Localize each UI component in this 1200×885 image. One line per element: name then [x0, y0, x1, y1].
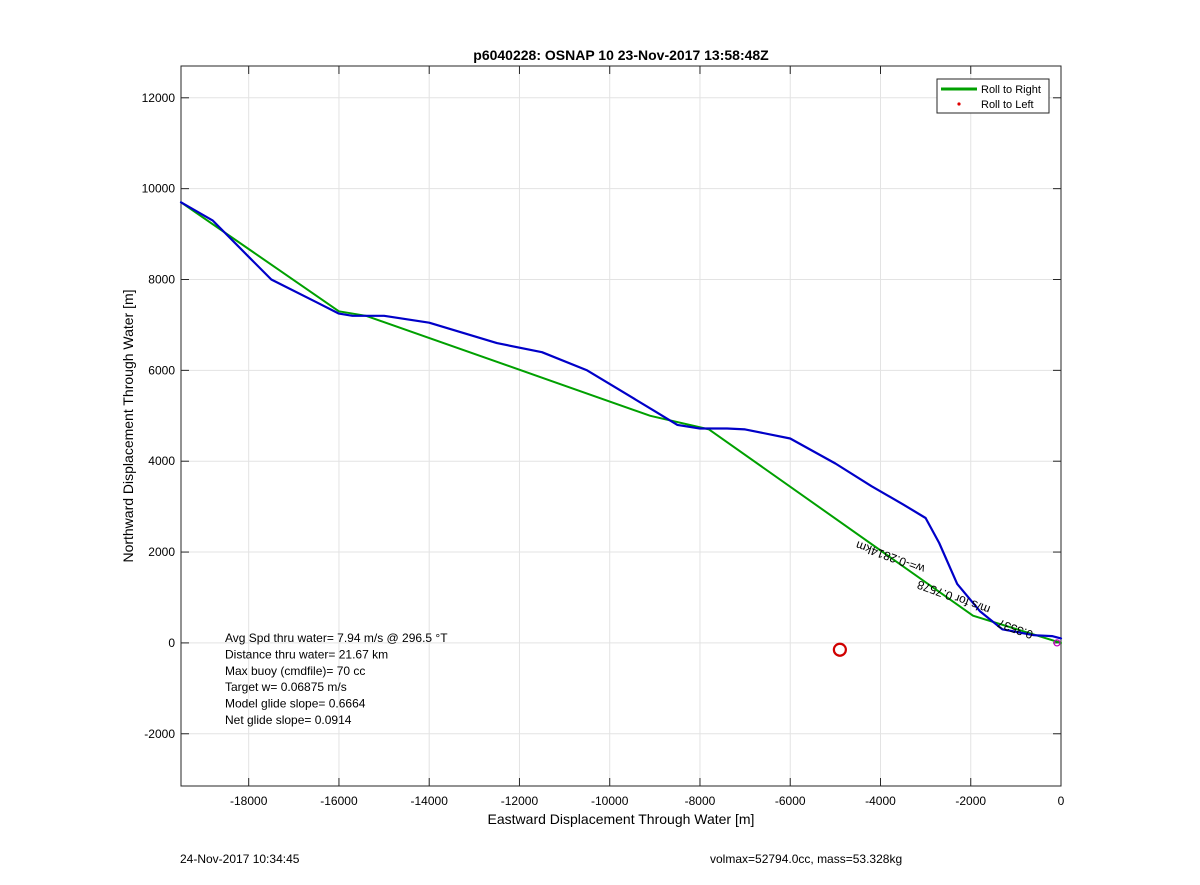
legend-box [936, 78, 1050, 114]
axes-frame [180, 65, 1062, 787]
stats-line: Avg Spd thru water= 7.94 m/s @ 296.5 °T [225, 631, 448, 645]
x-tick-label: -16000 [320, 794, 358, 808]
x-tick-label: -18000 [230, 794, 268, 808]
x-tick-label: -12000 [501, 794, 539, 808]
y-tick-label: -2000 [144, 727, 175, 741]
axis-ticks: -18000 -16000 -14000 -12000 -10000 -8000 -6000… [142, 66, 1065, 808]
y-tick-label: 4000 [148, 454, 175, 468]
rotated-annotation: w=-0.2814km [854, 538, 928, 576]
series-roll-to-right-line [180, 201, 1062, 644]
x-tick-label: -10000 [591, 794, 629, 808]
x-tick-label: -6000 [775, 794, 806, 808]
series-layer [179, 201, 1063, 644]
marker-layer [832, 639, 1061, 657]
y-tick-label: 10000 [142, 182, 176, 196]
stats-line: Net glide slope= 0.0914 [225, 713, 352, 727]
stats-line: Max buoy (cmdfile)= 70 cc [225, 664, 365, 678]
y-tick-label: 8000 [148, 273, 175, 287]
chart-title: p6040228: OSNAP 10 23-Nov-2017 13:58:48Z [473, 47, 769, 63]
stats-line: Target w= 0.06875 m/s [225, 680, 347, 694]
legend: Roll to Right Roll to Left [936, 78, 1050, 114]
y-tick-label: 2000 [148, 545, 175, 559]
footer-timestamp: 24-Nov-2017 10:34:45 [180, 852, 300, 866]
rotated-annotation: 0.3537 [995, 616, 1035, 642]
y-axis-label: Northward Displacement Through Water [m] [120, 289, 136, 562]
stats-text-box: Avg Spd thru water= 7.94 m/s @ 296.5 °T D… [225, 631, 448, 727]
x-tick-label: -8000 [685, 794, 716, 808]
x-axis-label: Eastward Displacement Through Water [m] [488, 811, 755, 827]
stats-line: Distance thru water= 21.67 km [225, 647, 388, 661]
stats-line: Model glide slope= 0.6664 [225, 697, 366, 711]
x-tick-label: -4000 [865, 794, 896, 808]
rotated-annotation: m/s for 0.7578 [915, 577, 992, 617]
y-tick-label: 12000 [142, 91, 176, 105]
y-tick-label: 6000 [148, 363, 175, 377]
endpoint-marker [1053, 639, 1061, 647]
x-tick-label: 0 [1058, 794, 1065, 808]
marker-circle [832, 642, 847, 657]
series-track-line [179, 201, 1063, 640]
legend-dot-swatch [957, 102, 961, 106]
legend-label-roll-left: Roll to Left [981, 99, 1034, 111]
y-tick-label: 0 [168, 636, 175, 650]
legend-label-roll-right: Roll to Right [981, 84, 1041, 96]
x-tick-label: -14000 [411, 794, 449, 808]
footer-volmax-mass: volmax=52794.0cc, mass=53.328kg [710, 852, 903, 866]
grid-lines [181, 66, 1062, 786]
x-tick-label: -2000 [955, 794, 986, 808]
